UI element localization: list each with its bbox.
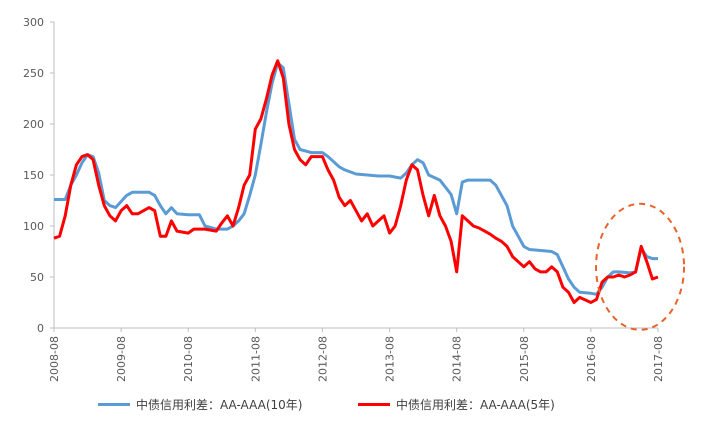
highlight-ellipse [595, 202, 686, 331]
y-tick-label: 50 [30, 271, 44, 284]
axes: 0 50 100 150 200 250 300 2008-08 2009-08 2010-08 2… [23, 16, 665, 382]
legend-item-5y: 中债信用利差：AA-AAA(5年) [358, 396, 555, 413]
series-layer [53, 59, 659, 304]
x-tick-label: 2010-08 [182, 336, 195, 382]
x-tick-label: 2014-08 [451, 336, 464, 382]
legend-label-10y: 中债信用利差：AA-AAA(10年) [136, 398, 303, 412]
x-tick-label: 2008-08 [48, 336, 61, 382]
chart-area: 0 50 100 150 200 250 300 2008-08 2009-08 2010-08 2… [23, 16, 686, 382]
series-line-10y [54, 61, 658, 296]
x-tick-label: 2013-08 [384, 336, 397, 382]
x-tick-label: 2012-08 [316, 336, 329, 382]
legend-swatch-5y [358, 403, 390, 406]
y-tick-label: 200 [23, 118, 44, 131]
y-tick-label: 0 [37, 322, 44, 335]
series-line-5y [53, 59, 659, 304]
y-tick-label: 150 [23, 169, 44, 182]
x-tick-label: 2011-08 [249, 336, 262, 382]
x-tick-label: 2015-08 [518, 336, 531, 382]
legend-swatch-10y [98, 403, 130, 406]
x-tick-label: 2016-08 [585, 336, 598, 382]
legend: 中债信用利差：AA-AAA(10年) 中债信用利差：AA-AAA(5年) [0, 392, 706, 416]
y-tick-label: 300 [23, 16, 44, 29]
legend-label-5y: 中债信用利差：AA-AAA(5年) [396, 398, 555, 412]
x-tick-label: 2017-08 [652, 336, 665, 382]
y-tick-label: 250 [23, 67, 44, 80]
annotation-layer [595, 202, 686, 331]
y-tick-label: 100 [23, 220, 44, 233]
x-tick-label: 2009-08 [115, 336, 128, 382]
legend-item-10y: 中债信用利差：AA-AAA(10年) [98, 396, 302, 413]
